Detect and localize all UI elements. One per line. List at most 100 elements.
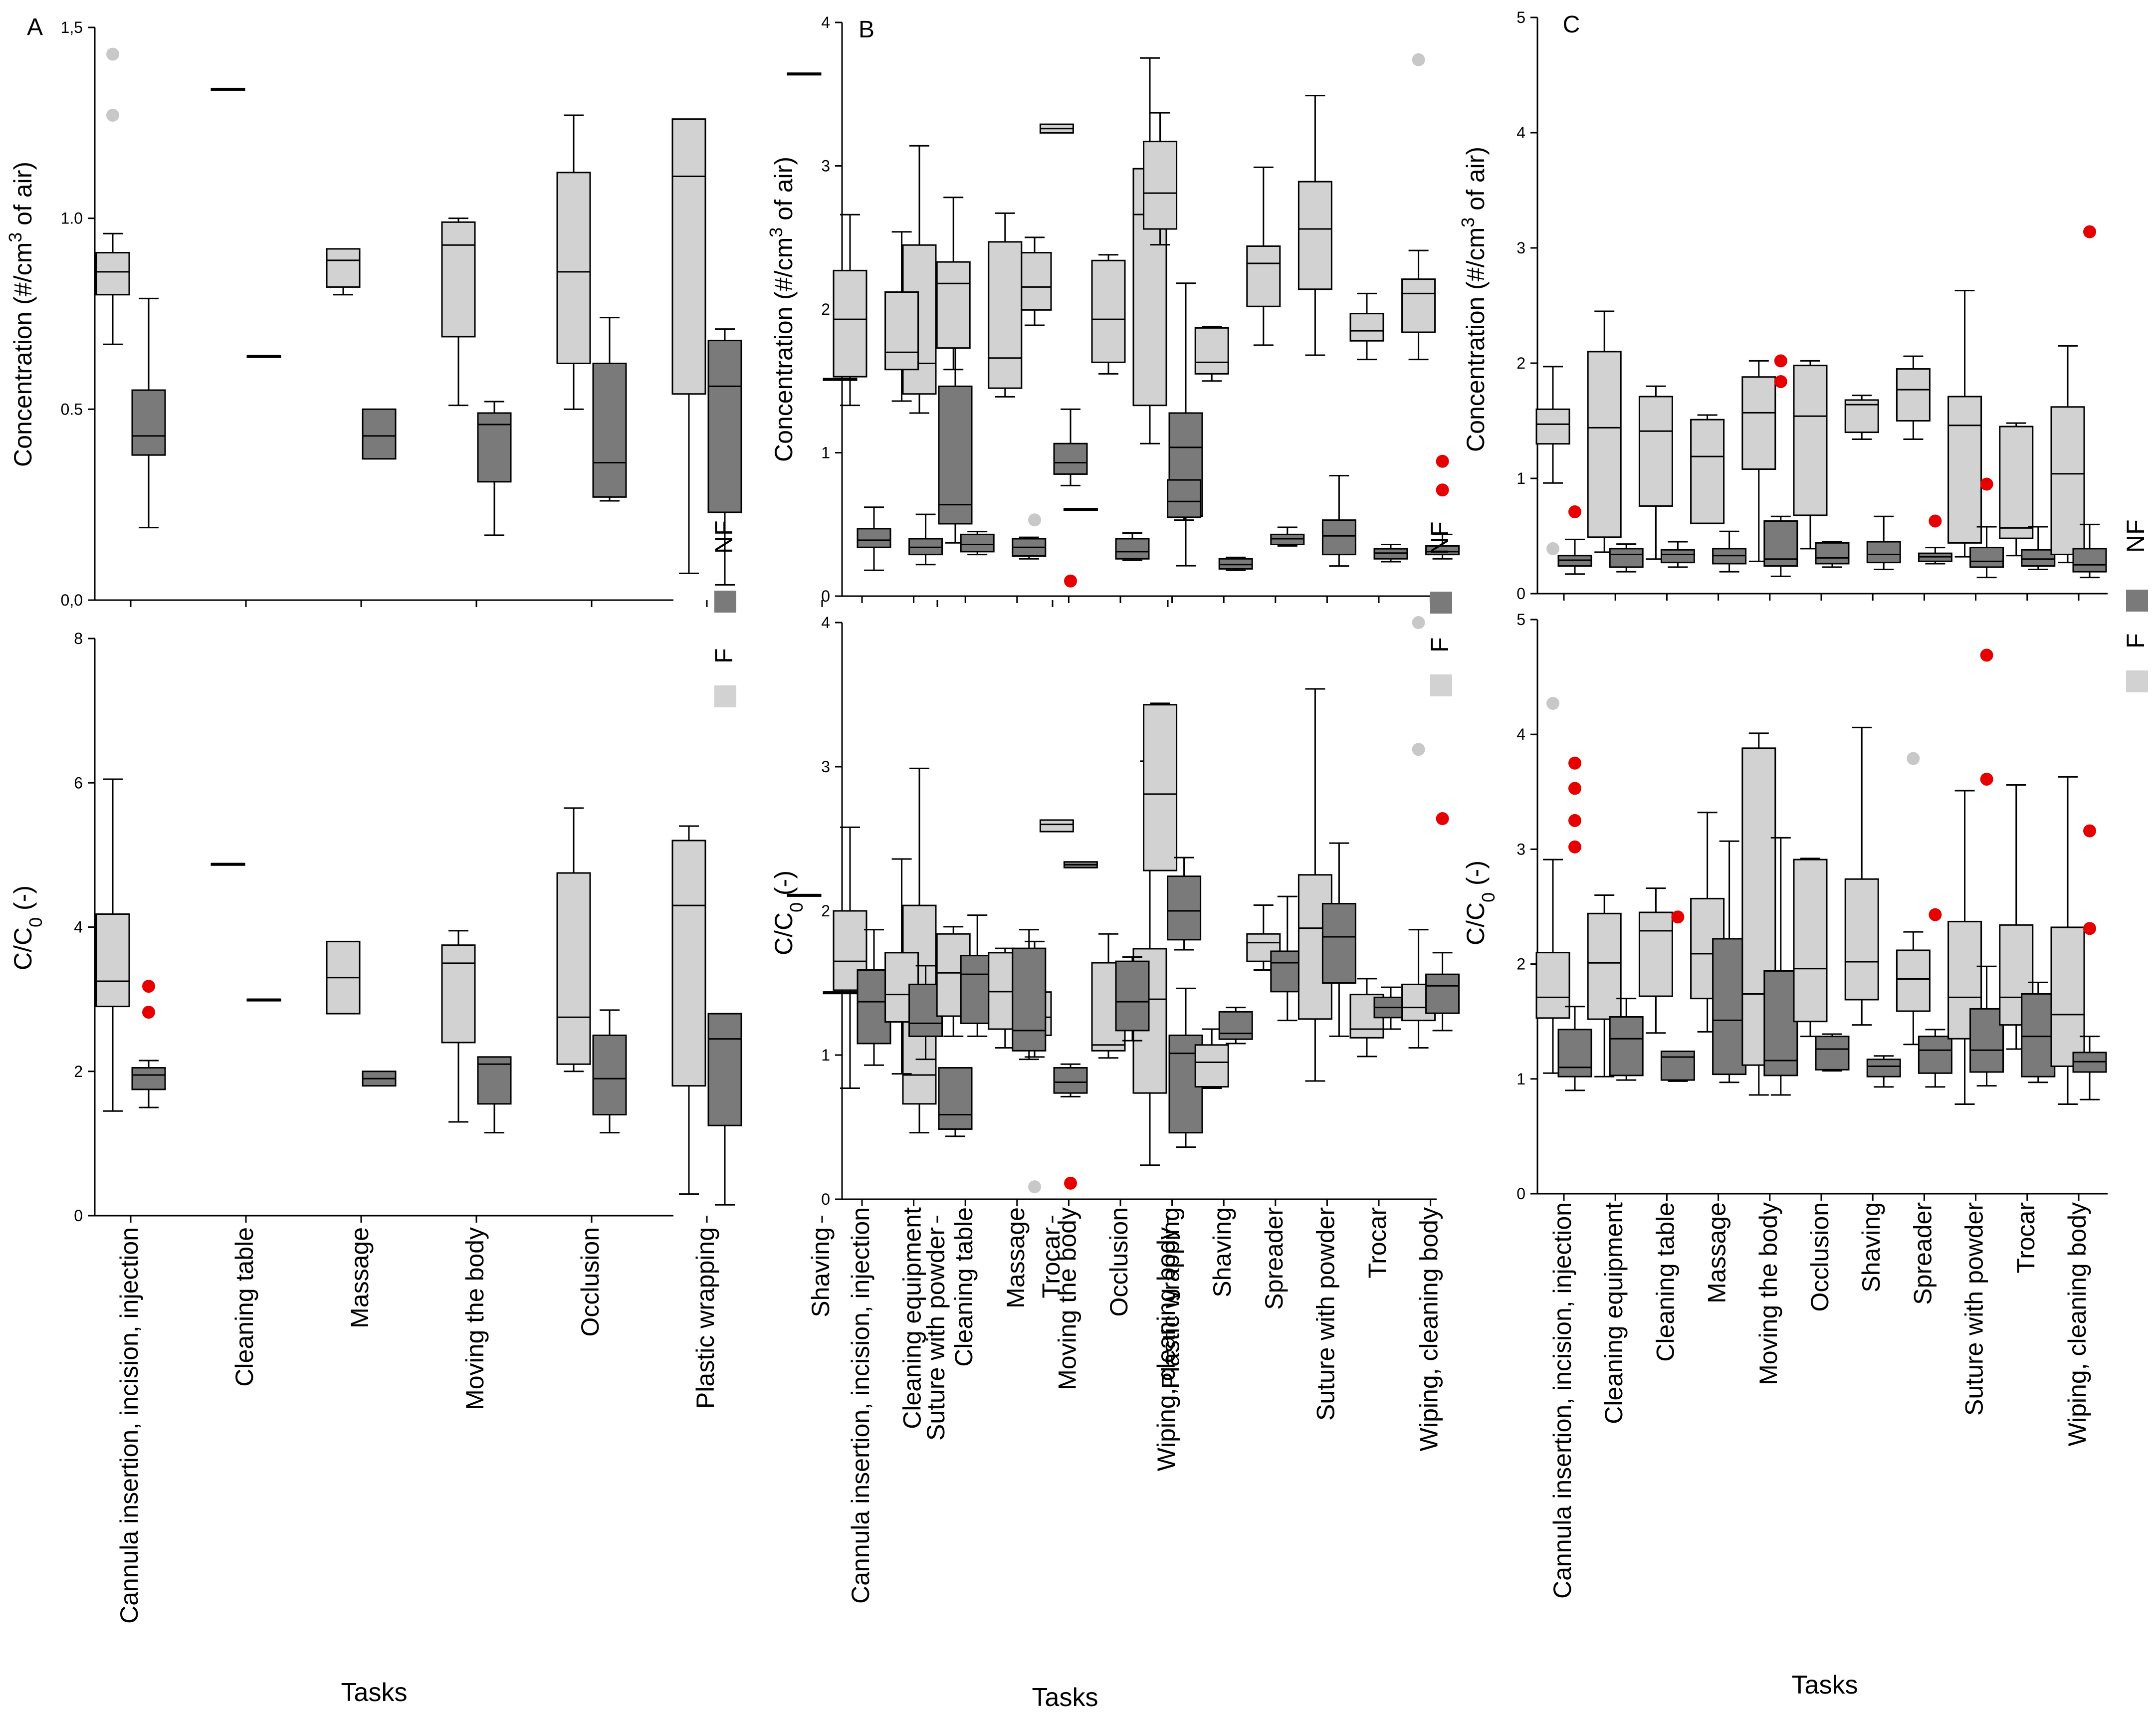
box-iqr [1741,376,1776,470]
outlier-point [2083,225,2096,238]
box-F-task-3 [441,217,476,407]
box-iqr [592,1034,627,1116]
box-F-task-5 [1793,360,1828,550]
box-F-task-7 [1194,326,1229,382]
outlier-point [1774,354,1787,368]
x-tick-label: Cannula insertion, incision, injection [115,1227,143,1624]
outlier-point [1436,812,1449,826]
outlier-point [1436,483,1449,497]
box-NF-task-0 [131,297,166,529]
x-tick-label: Plastic wrapping [691,1227,719,1409]
box-iqr [1638,911,1673,997]
box-NF-task-1 [1609,543,1644,573]
box-iqr [1091,259,1126,363]
box-NF-task-4 [1763,837,1798,1096]
box-NF-task-7 [938,1067,973,1137]
box-F-task-6 [787,893,822,897]
legend-1: NF F [1426,521,1454,696]
box-iqr [1425,973,1460,1014]
box-NF-task-9 [1168,282,1203,567]
outlier-point [1980,648,1993,662]
box-iqr [1218,1011,1253,1040]
box-iqr [936,261,971,349]
x-tick-label: Wiping, cleaning body [2063,1202,2091,1446]
box-F-task-7 [1896,355,1931,440]
x-tick-label: Spreader [1260,1207,1288,1310]
box-NF-task-4 [592,317,627,502]
x-tick-label: Trocar [1037,1227,1065,1298]
x-tick-label: Cleaning equipment [898,1207,926,1429]
box-iqr [938,385,973,525]
box-iqr [326,248,361,288]
outlier-point [2083,922,2096,935]
box-F-task-0 [95,232,130,345]
box-iqr [2021,549,2056,567]
y-tick-label: 8 [74,630,83,647]
box-F-task-1 [1587,894,1622,1077]
y-axis-label: Concentration (#/cm3 of air) [1458,147,1490,452]
box-iqr [95,252,130,296]
box-F-task-5 [1091,254,1126,375]
outlier-point [1412,743,1425,756]
box-NF-task-0 [857,506,891,571]
outlier-point [1980,772,1993,786]
y-tick-label: 0 [74,1207,83,1225]
box-NF-task-9 [1321,842,1356,1037]
box-iqr [1053,1067,1088,1094]
x-tick-label: Cannula insertion, incision, injection [1548,1202,1576,1599]
x-tick-label: Cleaning table [950,1207,978,1367]
box-F-task-3 [988,212,1023,398]
box-iqr [1012,947,1047,1052]
y-tick-label: 3 [821,758,830,776]
box-NF-task-1 [246,998,281,1002]
box-iqr [1143,704,1178,871]
outlier-point [1907,752,1920,765]
box-iqr [1815,1036,1850,1071]
box-NF-task-3 [1712,530,1747,573]
box-F-task-9 [1297,688,1332,1082]
box-NF-task-6 [1167,857,1202,951]
box-iqr [2050,926,2085,1067]
box-F-task-6 [1844,395,1879,440]
box-iqr [1297,874,1332,1020]
x-tick-label: Cleaning table [1651,1202,1679,1362]
y-tick-label: 2 [821,902,830,920]
y-tick-label: 0.5 [61,400,83,418]
box-F-task-7 [1896,931,1931,1046]
box-iqr [1969,547,2004,568]
x-tick-label: Plastic wrapping [1157,1207,1185,1389]
box-F-task-2 [326,940,361,1015]
box-iqr [1321,519,1356,556]
y-tick-label: 3 [821,157,830,175]
box-iqr [1896,949,1931,1012]
panel-letter-B: B [859,16,874,43]
box-iqr [1844,399,1879,433]
box-F-task-1 [884,231,919,402]
x-tick-label: Occlusion [1105,1207,1133,1317]
y-tick-label: 0 [821,1190,830,1208]
box-F-task-6 [1143,112,1178,246]
box-NF-task-3 [477,1056,512,1134]
box-iqr [1712,938,1747,1076]
box-F-task-2 [936,197,971,371]
y-tick-label: 2 [1516,354,1525,372]
box-iqr [1115,538,1150,560]
y-tick-label: 1,5 [61,18,83,36]
y-tick-label: 6 [74,774,83,792]
legend-nf-label: NF [2122,519,2150,553]
box-NF-task-3 [477,401,512,536]
outlier-point [1412,53,1425,66]
box-iqr [1039,819,1074,833]
box-NF-task-1 [1609,998,1644,1081]
box-F-task-10 [2050,776,2085,1105]
box-iqr [477,412,512,483]
box-NF-task-4 [1763,515,1798,577]
outlier-point [1671,910,1685,924]
box-iqr [556,872,591,1065]
box-iqr [2072,548,2107,573]
y-axis-label: Concentration (#/cm3 of air) [5,162,37,467]
legend-f-swatch [2126,670,2148,692]
box-NF-task-4 [1063,861,1098,868]
box-iqr [1969,1008,2004,1073]
